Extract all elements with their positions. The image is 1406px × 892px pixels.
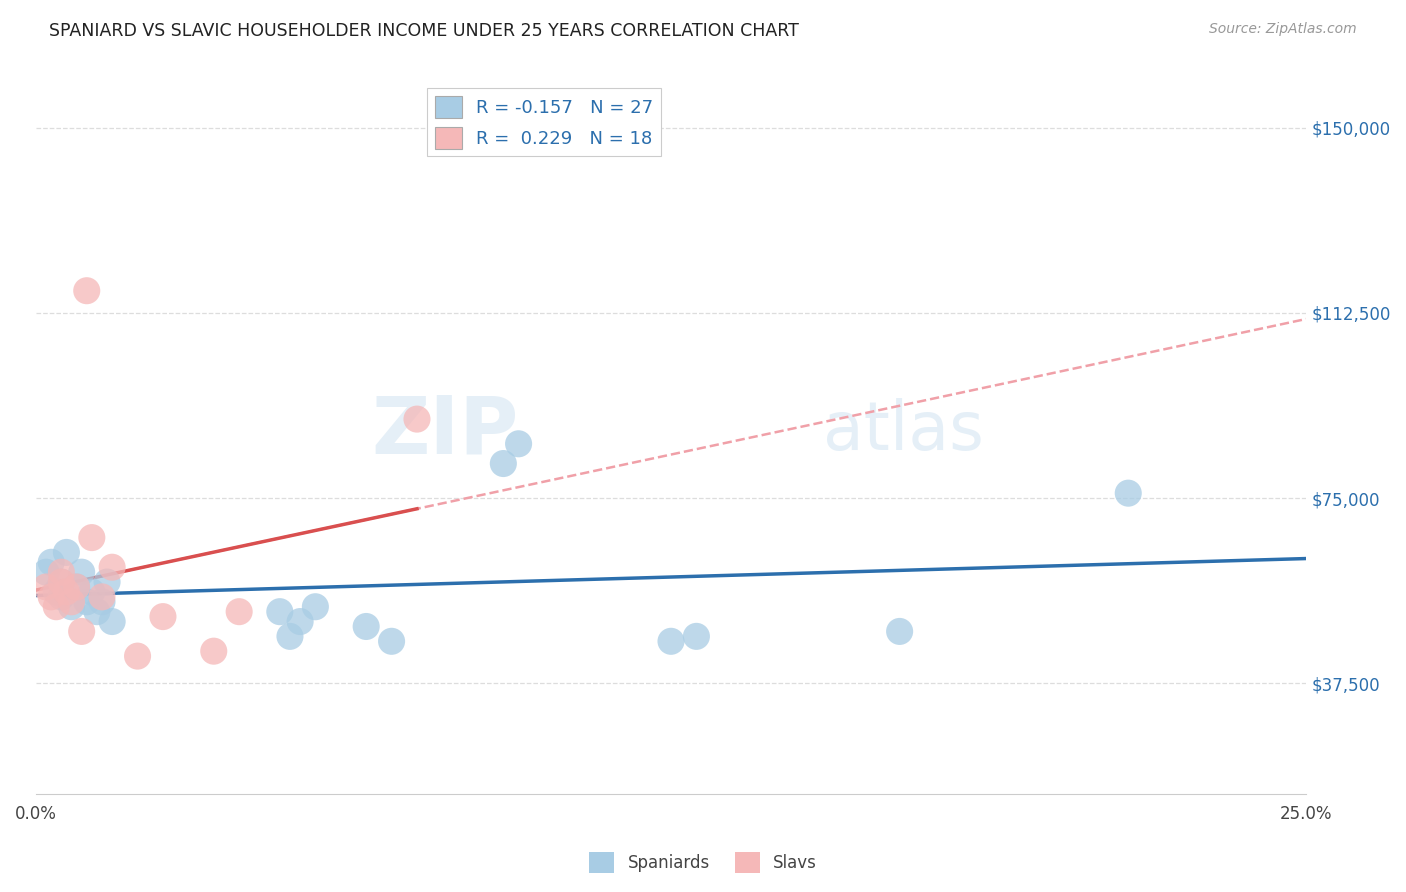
Point — [65, 580, 87, 594]
Legend: R = -0.157   N = 27, R =  0.229   N = 18: R = -0.157 N = 27, R = 0.229 N = 18 — [427, 88, 661, 156]
Point — [45, 599, 67, 614]
Point — [80, 585, 103, 599]
Point — [70, 565, 93, 579]
Point — [127, 649, 149, 664]
Point — [51, 575, 73, 590]
Point — [70, 624, 93, 639]
Point — [492, 457, 515, 471]
Point — [80, 531, 103, 545]
Point — [65, 580, 87, 594]
Point — [51, 565, 73, 579]
Point — [39, 555, 62, 569]
Point — [101, 560, 124, 574]
Point — [659, 634, 682, 648]
Point — [685, 629, 707, 643]
Point — [152, 609, 174, 624]
Point — [76, 284, 98, 298]
Point — [51, 575, 73, 590]
Point — [889, 624, 911, 639]
Text: ZIP: ZIP — [371, 392, 519, 470]
Point — [60, 599, 83, 614]
Point — [35, 565, 58, 579]
Point — [76, 595, 98, 609]
Point — [406, 412, 429, 426]
Text: atlas: atlas — [824, 399, 984, 465]
Point — [55, 585, 77, 599]
Point — [96, 575, 118, 590]
Point — [354, 619, 377, 633]
Point — [86, 605, 108, 619]
Point — [228, 605, 250, 619]
Point — [269, 605, 291, 619]
Point — [91, 595, 114, 609]
Point — [91, 590, 114, 604]
Point — [39, 590, 62, 604]
Point — [1116, 486, 1139, 500]
Point — [202, 644, 225, 658]
Point — [55, 545, 77, 559]
Text: SPANIARD VS SLAVIC HOUSEHOLDER INCOME UNDER 25 YEARS CORRELATION CHART: SPANIARD VS SLAVIC HOUSEHOLDER INCOME UN… — [49, 22, 799, 40]
Point — [304, 599, 326, 614]
Point — [288, 615, 311, 629]
Point — [51, 590, 73, 604]
Point — [381, 634, 404, 648]
Point — [508, 437, 530, 451]
Point — [101, 615, 124, 629]
Point — [278, 629, 301, 643]
Legend: Spaniards, Slavs: Spaniards, Slavs — [582, 846, 824, 880]
Point — [45, 585, 67, 599]
Text: Source: ZipAtlas.com: Source: ZipAtlas.com — [1209, 22, 1357, 37]
Point — [60, 595, 83, 609]
Point — [35, 580, 58, 594]
